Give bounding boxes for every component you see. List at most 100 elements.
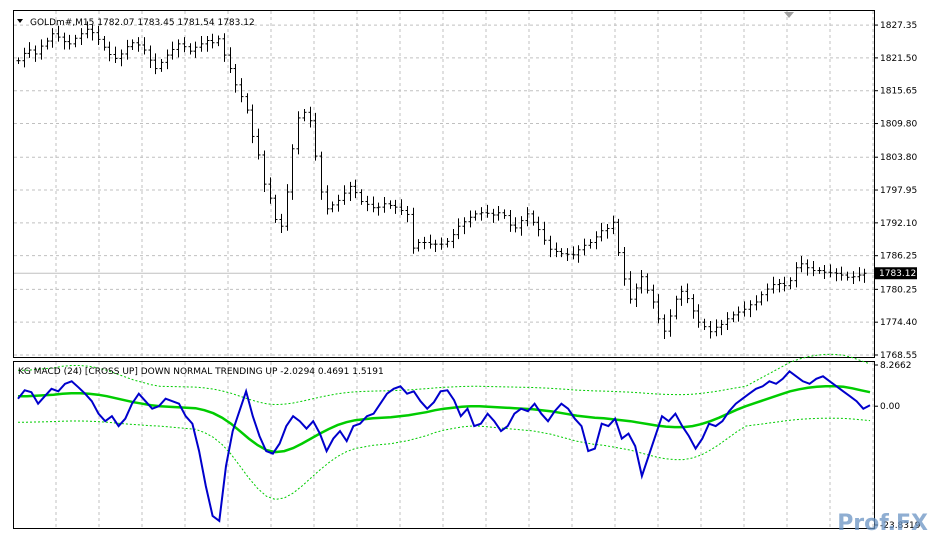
ohlc-bar	[622, 246, 627, 286]
ohlc-bar	[245, 93, 250, 114]
ohlc-bar	[405, 206, 410, 223]
ohlc-bar	[233, 64, 238, 93]
ohlc-bar	[308, 106, 313, 128]
ohlc-bar	[199, 36, 204, 52]
macd-upper-band	[18, 353, 871, 406]
ohlc-bar	[256, 128, 261, 160]
ohlc-bar	[142, 37, 147, 55]
ohlc-bar	[50, 28, 55, 48]
ohlc-bar	[136, 37, 141, 52]
macd-lines	[17, 353, 871, 523]
ohlc-bar	[433, 239, 438, 253]
ohlc-bar	[736, 306, 741, 322]
ohlc-bar	[451, 229, 456, 249]
ohlc-bar	[336, 194, 341, 212]
ohlc-bar	[16, 57, 21, 65]
ohlc-bar	[262, 150, 267, 192]
ohlc-bar	[125, 39, 130, 60]
symbol-menu-icon[interactable]	[17, 19, 23, 23]
macd-tick-label: 0.00	[880, 402, 900, 412]
ohlc-bar	[148, 45, 153, 68]
ohlc-bar	[817, 267, 822, 274]
ohlc-bar	[79, 28, 84, 45]
ohlc-bar	[611, 215, 616, 235]
ohlc-bar	[176, 39, 181, 58]
ohlc-bar	[359, 189, 364, 205]
ohlc-bar	[531, 210, 536, 226]
ohlc-bar	[388, 200, 393, 209]
ohlc-bar	[822, 264, 827, 279]
macd-tick-label: -23.8319	[880, 521, 921, 531]
ohlc-bar	[365, 195, 370, 212]
ohlc-bar	[691, 294, 696, 319]
ohlc-bar	[445, 238, 450, 248]
ohlc-bar	[782, 276, 787, 292]
ohlc-bar	[468, 210, 473, 228]
ohlc-bar	[376, 202, 381, 216]
ohlc-bar	[39, 39, 44, 60]
ohlc-bar	[851, 271, 856, 285]
price-tick-label: 1803.80	[880, 153, 917, 163]
ohlc-bar	[107, 41, 112, 62]
ohlc-bar	[33, 45, 38, 62]
ohlc-bar	[645, 273, 650, 294]
ohlc-bar	[393, 199, 398, 214]
ohlc-bar	[473, 210, 478, 221]
ohlc-bar	[599, 222, 604, 242]
price-tick-label: 1821.50	[880, 54, 917, 64]
ohlc-bar	[165, 49, 170, 70]
ohlc-bar	[616, 218, 621, 256]
ohlc-bar	[519, 216, 524, 236]
ohlc-bar	[651, 284, 656, 309]
ohlc-bar	[205, 36, 210, 52]
price-grid	[14, 11, 874, 357]
macd-main-line	[17, 369, 871, 523]
ohlc-bar	[594, 231, 599, 250]
ohlc-bar	[845, 271, 850, 281]
ohlc-bar	[119, 49, 124, 67]
ohlc-bar	[702, 318, 707, 331]
ohlc-bar	[639, 269, 644, 294]
ohlc-bar	[170, 41, 175, 60]
ohlc-bar	[839, 266, 844, 281]
price-axis: 1827.35 1821.50 1815.65 1809.80 1803.80 1797.…	[874, 21, 917, 361]
ohlc-bar	[513, 217, 518, 233]
ohlc-bar	[714, 319, 719, 337]
macd-tick-label: 8.2662	[880, 361, 912, 371]
price-tick-label: 1792.10	[880, 219, 917, 229]
ohlc-bar	[479, 207, 484, 221]
ohlc-bar	[296, 111, 301, 155]
ohlc-bar	[325, 185, 330, 215]
ohlc-bar	[22, 47, 27, 68]
ohlc-bar	[788, 277, 793, 290]
ohlc-bar	[228, 47, 233, 74]
ohlc-bar	[153, 53, 158, 75]
price-pane[interactable]	[13, 10, 875, 358]
ohlc-bar	[268, 177, 273, 204]
ohlc-bar	[302, 108, 307, 122]
chart-shift-icon[interactable]	[784, 12, 794, 18]
ohlc-bar	[456, 218, 461, 240]
current-price-label: 1783.12	[879, 269, 916, 279]
macd-pane[interactable]	[13, 361, 875, 529]
price-tick-label: 1768.55	[880, 351, 917, 361]
price-header: GOLDm#,M15 1782.07 1783.45 1781.54 1783.…	[30, 18, 255, 28]
ohlc-bar	[222, 33, 227, 62]
ohlc-bar	[571, 246, 576, 260]
ohlc-bar	[696, 304, 701, 328]
ohlc-bar	[411, 207, 416, 254]
ohlc-bar	[56, 25, 61, 42]
price-tick-label: 1797.95	[880, 186, 917, 196]
price-tick-label: 1786.25	[880, 252, 917, 262]
ohlc-bar	[485, 204, 490, 218]
ohlc-bar	[371, 196, 376, 213]
ohlc-bar	[656, 294, 661, 324]
ohlc-bar	[273, 194, 278, 223]
ohlc-bar	[811, 261, 816, 277]
ohlc-bar	[834, 268, 839, 282]
macd-grid	[55, 362, 874, 528]
ohlc-bar	[576, 245, 581, 263]
ohlc-bar	[536, 216, 541, 237]
